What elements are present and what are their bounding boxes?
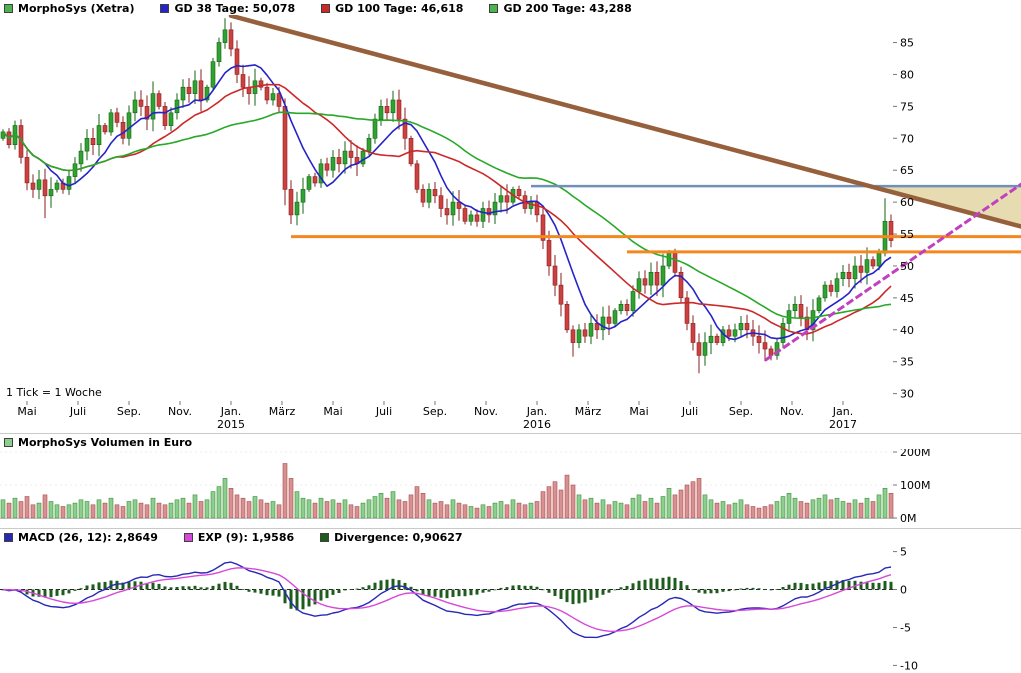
svg-text:Mai: Mai bbox=[17, 405, 36, 418]
legend-item-gd200: GD 200 Tage: 43,288 bbox=[489, 1, 632, 15]
series-color-swatch bbox=[4, 3, 13, 13]
svg-text:Jan.: Jan. bbox=[832, 405, 853, 418]
gd100-color-swatch bbox=[321, 3, 331, 13]
svg-text:Juli: Juli bbox=[681, 405, 698, 418]
divergence-color-swatch bbox=[320, 532, 330, 542]
svg-text:0: 0 bbox=[900, 584, 907, 597]
svg-text:Mai: Mai bbox=[629, 405, 648, 418]
volume-color-swatch bbox=[4, 437, 13, 447]
macd-legend: MACD (26, 12): 2,8649 EXP (9): 1,9586 Di… bbox=[0, 529, 1021, 544]
svg-text:Nov.: Nov. bbox=[474, 405, 498, 418]
legend-label: MorphoSys (Xetra) bbox=[18, 1, 135, 15]
svg-text:Jan.: Jan. bbox=[220, 405, 241, 418]
svg-text:2016: 2016 bbox=[523, 418, 551, 431]
svg-text:2017: 2017 bbox=[829, 418, 857, 431]
svg-text:Juli: Juli bbox=[375, 405, 392, 418]
svg-text:Sep.: Sep. bbox=[117, 405, 141, 418]
svg-text:-10: -10 bbox=[900, 659, 918, 672]
macd-chart-canvas: 5 0 -5 -10 bbox=[0, 546, 918, 672]
svg-text:70: 70 bbox=[900, 132, 914, 145]
svg-text:75: 75 bbox=[900, 100, 914, 113]
svg-text:Nov.: Nov. bbox=[780, 405, 804, 418]
legend-label: GD 200 Tage: 43,288 bbox=[503, 1, 632, 15]
svg-text:85: 85 bbox=[900, 37, 914, 50]
svg-text:55: 55 bbox=[900, 228, 914, 241]
moving-averages-layer bbox=[2, 64, 892, 341]
svg-text:200M: 200M bbox=[900, 449, 931, 459]
svg-text:2015: 2015 bbox=[217, 418, 245, 431]
trendlines-layer bbox=[228, 15, 1021, 362]
svg-text:35: 35 bbox=[900, 356, 914, 369]
price-panel: MorphoSys (Xetra) GD 38 Tage: 50,078 GD … bbox=[0, 0, 1021, 433]
legend-item-exp: EXP (9): 1,9586 bbox=[183, 530, 295, 544]
svg-text:März: März bbox=[575, 405, 602, 418]
legend-item-gd38: GD 38 Tage: 50,078 bbox=[160, 2, 295, 15]
macd-panel: MACD (26, 12): 2,8649 EXP (9): 1,9586 Di… bbox=[0, 528, 1021, 673]
svg-text:30: 30 bbox=[900, 388, 914, 401]
legend-label: GD 100 Tage: 46,618 bbox=[335, 1, 464, 15]
svg-text:Sep.: Sep. bbox=[423, 405, 447, 418]
gd38-color-swatch bbox=[160, 3, 170, 13]
exp-color-swatch bbox=[183, 532, 193, 542]
svg-text:40: 40 bbox=[900, 324, 914, 337]
legend-label: GD 38 Tage: 50,078 bbox=[174, 1, 296, 15]
svg-text:60: 60 bbox=[900, 196, 914, 209]
svg-text:Juli: Juli bbox=[69, 405, 86, 418]
divergence-histogram-layer bbox=[1, 576, 893, 611]
macd-color-swatch bbox=[4, 532, 13, 542]
price-axis-layer: 85 80 75 70 65 60 55 50 45 40 35 30 Mai Juli Sep. Nov. J… bbox=[6, 37, 914, 431]
legend-item-gd100: GD 100 Tage: 46,618 bbox=[321, 2, 463, 15]
legend-label: MorphoSys Volumen in Euro bbox=[18, 435, 193, 449]
svg-text:Jan.: Jan. bbox=[526, 405, 547, 418]
price-chart-canvas: 85 80 75 70 65 60 55 50 45 40 35 30 Mai Juli Sep. Nov. J… bbox=[0, 15, 1021, 431]
volume-bars-layer bbox=[0, 463, 894, 519]
svg-text:5: 5 bbox=[900, 546, 907, 559]
legend-item-volume: MorphoSys Volumen in Euro bbox=[4, 436, 192, 449]
price-legend: MorphoSys (Xetra) GD 38 Tage: 50,078 GD … bbox=[0, 0, 1021, 15]
volume-panel: MorphoSys Volumen in Euro 200M 100M 0M bbox=[0, 433, 1021, 528]
svg-text:Sep.: Sep. bbox=[729, 405, 753, 418]
legend-label: MACD (26, 12): 2,8649 bbox=[18, 530, 158, 544]
volume-axis-layer: 200M 100M 0M bbox=[0, 449, 931, 525]
volume-chart-canvas: 200M 100M 0M bbox=[0, 449, 931, 525]
svg-text:1 Tick = 1 Woche: 1 Tick = 1 Woche bbox=[6, 386, 102, 399]
svg-text:80: 80 bbox=[900, 68, 914, 81]
svg-text:45: 45 bbox=[900, 292, 914, 305]
gd200-color-swatch bbox=[489, 3, 499, 13]
svg-text:März: März bbox=[269, 405, 296, 418]
svg-text:Nov.: Nov. bbox=[168, 405, 192, 418]
legend-label: Divergence: 0,90627 bbox=[334, 530, 463, 544]
svg-text:65: 65 bbox=[900, 164, 914, 177]
svg-text:-5: -5 bbox=[900, 621, 911, 634]
svg-text:50: 50 bbox=[900, 260, 914, 273]
svg-text:0M: 0M bbox=[900, 512, 917, 525]
svg-text:Mai: Mai bbox=[323, 405, 342, 418]
volume-legend: MorphoSys Volumen in Euro bbox=[0, 434, 1021, 449]
legend-item-macd: MACD (26, 12): 2,8649 bbox=[4, 531, 158, 544]
macd-axis-layer: 5 0 -5 -10 bbox=[0, 546, 918, 672]
candles-layer bbox=[0, 18, 894, 374]
legend-item-series: MorphoSys (Xetra) bbox=[4, 2, 134, 15]
legend-item-divergence: Divergence: 0,90627 bbox=[320, 530, 463, 544]
svg-text:100M: 100M bbox=[900, 479, 931, 492]
macd-lines-layer bbox=[2, 561, 892, 639]
legend-label: EXP (9): 1,9586 bbox=[197, 530, 295, 544]
